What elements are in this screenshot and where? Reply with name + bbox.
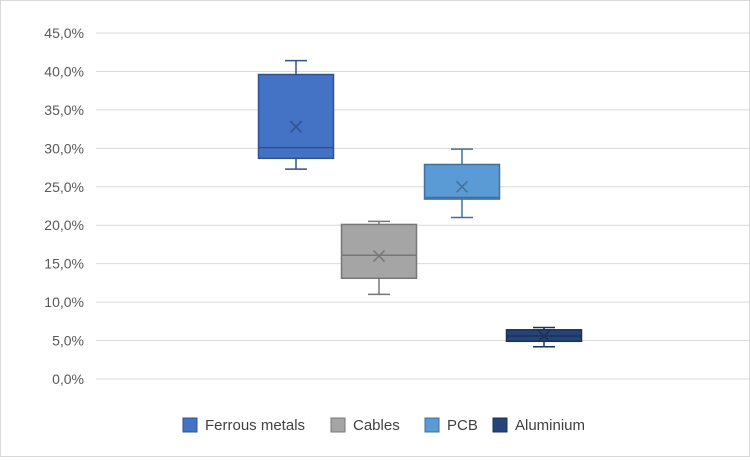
y-tick-label: 20,0% — [44, 217, 84, 233]
legend-swatch — [492, 417, 508, 433]
mean-marker — [537, 329, 551, 342]
gridlines — [96, 32, 749, 380]
box-pcb — [423, 148, 501, 219]
iqr-box — [257, 73, 335, 160]
y-tick-label: 40,0% — [44, 63, 84, 79]
box-aluminium — [505, 326, 583, 348]
y-tick-label: 25,0% — [44, 179, 84, 195]
legend-label: PCB — [447, 417, 478, 434]
mean-marker — [289, 120, 303, 133]
legend-label: Aluminium — [515, 417, 585, 434]
legend-label: Ferrous metals — [205, 417, 305, 434]
legend-swatch — [182, 417, 198, 433]
iqr-box — [340, 223, 418, 280]
y-tick-label: 35,0% — [44, 102, 84, 118]
box-cables — [340, 220, 418, 296]
legend-label: Cables — [353, 417, 400, 434]
mean-marker — [455, 180, 469, 193]
legend: Ferrous metals Cables PCB Aluminium — [182, 417, 585, 434]
y-tick-label: 15,0% — [44, 256, 84, 272]
y-tick-label: 10,0% — [44, 294, 84, 310]
y-axis-tick-labels: 0,0% 5,0% 10,0% 15,0% 20,0% 25,0% 30,0% 35,0% 40… — [44, 25, 84, 387]
iqr-box — [423, 163, 501, 200]
mean-marker — [372, 249, 386, 263]
y-tick-label: 5,0% — [52, 333, 84, 349]
y-tick-label: 0,0% — [52, 371, 84, 387]
box-series — [257, 59, 583, 348]
y-tick-label: 30,0% — [44, 140, 84, 156]
legend-swatch — [330, 417, 346, 433]
y-tick-label: 45,0% — [44, 25, 84, 41]
legend-swatch — [424, 417, 440, 433]
box-ferrous-metals — [257, 59, 335, 170]
